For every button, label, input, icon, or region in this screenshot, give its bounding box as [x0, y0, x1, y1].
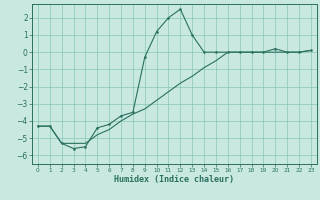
X-axis label: Humidex (Indice chaleur): Humidex (Indice chaleur) [115, 175, 234, 184]
